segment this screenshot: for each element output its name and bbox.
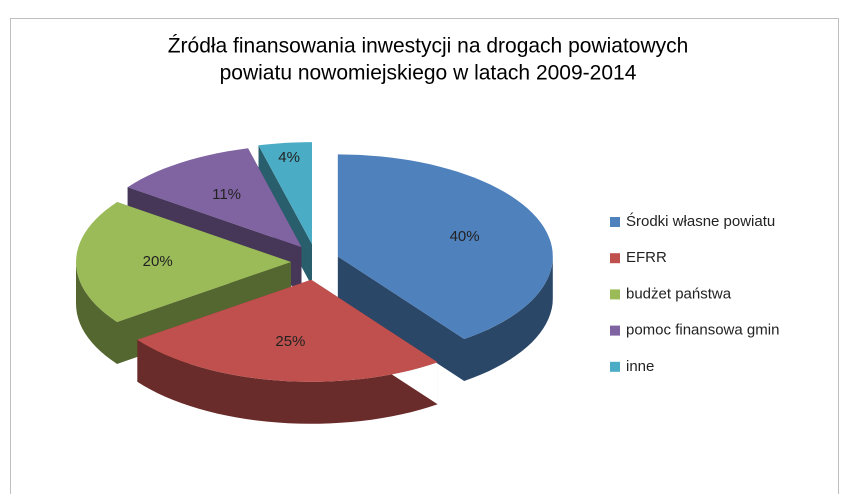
chart-title: Źródła finansowania inwestycji na drogac… bbox=[168, 35, 689, 58]
legend-swatch bbox=[610, 325, 620, 336]
slice bbox=[258, 142, 312, 245]
legend-swatch bbox=[610, 253, 620, 264]
slice-side bbox=[337, 154, 553, 381]
legend-label: inne bbox=[626, 358, 654, 375]
legend-label: budżet państwa bbox=[626, 285, 732, 302]
slice bbox=[127, 148, 302, 248]
legend-swatch bbox=[610, 217, 620, 227]
legend-swatch bbox=[610, 361, 620, 372]
data-label: 40% bbox=[450, 228, 480, 245]
chart-title: powiatu nowomiejskiego w latach 2009-201… bbox=[220, 62, 637, 85]
slice bbox=[137, 279, 438, 382]
legend-label: pomoc finansowa gmin bbox=[626, 322, 779, 339]
data-label: 25% bbox=[275, 333, 305, 350]
legend-label: EFRR bbox=[626, 249, 667, 266]
legend-swatch bbox=[610, 289, 620, 300]
legend-label: Środki własne powiatu bbox=[626, 212, 775, 230]
data-label: 20% bbox=[143, 253, 173, 270]
data-label: 4% bbox=[278, 149, 300, 166]
slice bbox=[337, 154, 553, 339]
data-label: 11% bbox=[212, 186, 241, 203]
slice bbox=[76, 202, 291, 322]
